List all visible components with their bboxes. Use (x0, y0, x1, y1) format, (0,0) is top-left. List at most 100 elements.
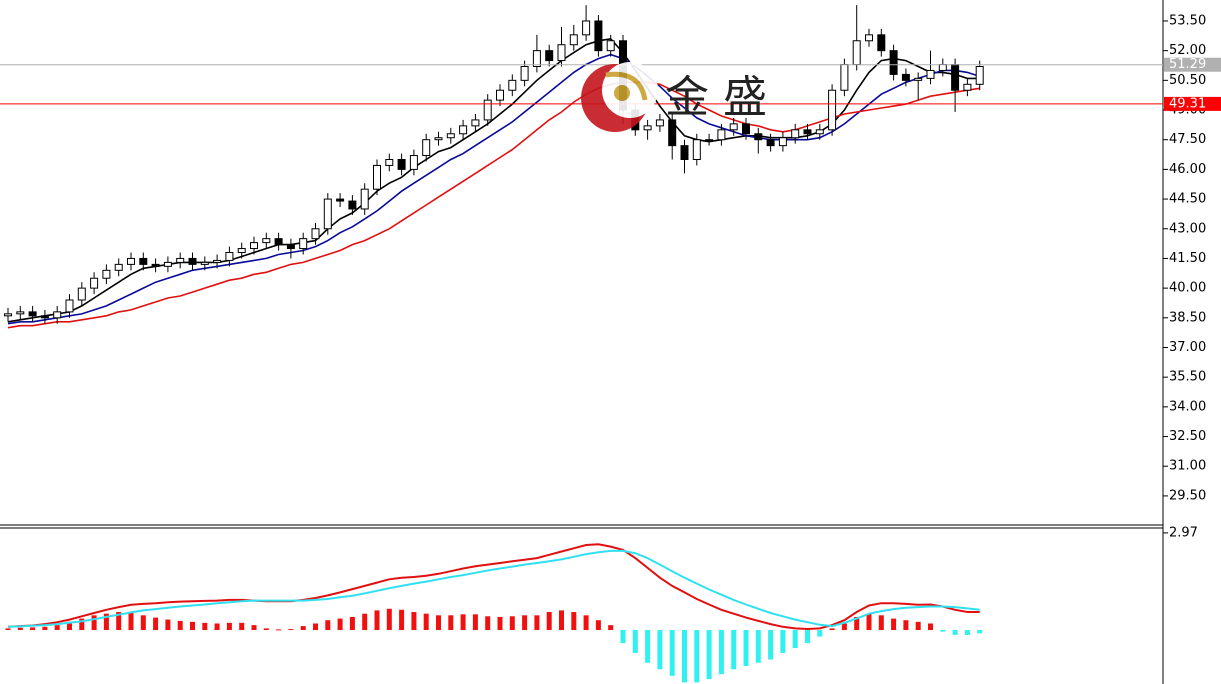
macd-bar (694, 630, 700, 683)
candle-body (729, 123, 738, 131)
macd-bar (768, 630, 774, 660)
macd-bar (128, 612, 134, 631)
candle-body (668, 119, 677, 147)
candle-body (274, 238, 283, 246)
y-tick-label: 40.00 (1169, 281, 1206, 296)
macd-bar (829, 628, 835, 631)
macd-bar (903, 620, 909, 631)
macd-bar (251, 625, 257, 631)
candle-body (963, 83, 972, 91)
macd-bar (595, 620, 601, 631)
y-tick-label: 44.50 (1169, 192, 1206, 207)
candle-body (397, 158, 406, 170)
candle-body (200, 261, 209, 265)
candle-body (299, 238, 308, 250)
candle-body (114, 263, 123, 271)
macd-bar (288, 629, 294, 631)
y-tick-label: 53.50 (1169, 13, 1206, 28)
macd-bar (964, 630, 970, 635)
candle-body (705, 139, 714, 142)
macd-bar (718, 630, 724, 675)
candle-body (385, 158, 394, 166)
candle-body (446, 133, 455, 139)
macd-bar (780, 630, 786, 653)
macd-bar (891, 618, 897, 631)
macd-bar (546, 612, 552, 631)
candle-body (163, 261, 172, 267)
macd-bar (54, 625, 60, 631)
macd-bar (792, 630, 798, 649)
candle-body (459, 125, 468, 135)
candle-body (778, 137, 787, 147)
macd-bar (559, 610, 564, 631)
macd-bar (116, 612, 122, 631)
line (7, 53, 980, 325)
macd-bar (153, 617, 159, 631)
candle-body (348, 200, 357, 210)
macd-bar (226, 622, 232, 631)
candle-body (323, 198, 332, 230)
candle-body (311, 228, 320, 240)
candle-body (40, 315, 49, 319)
macd-bar (977, 630, 983, 634)
candle-body (225, 252, 234, 261)
macd-bar (436, 615, 441, 631)
macd-bar (706, 630, 712, 680)
candle-body (336, 198, 345, 202)
price-label-box (1164, 57, 1221, 72)
candle-body (262, 238, 271, 244)
candle-body (409, 155, 418, 170)
macd-bar (608, 625, 614, 631)
candle-body (692, 139, 701, 160)
macd-bar (878, 615, 884, 631)
macd-bar (657, 630, 663, 670)
macd-bar (522, 615, 528, 631)
candle-body (483, 99, 492, 121)
candle-body (717, 129, 726, 141)
macd-bar (497, 616, 503, 631)
candle-body (471, 119, 480, 127)
candle-body (360, 188, 369, 210)
candle-body (865, 34, 873, 42)
candle-body (840, 64, 849, 91)
candle-body (213, 259, 222, 263)
candle-body (557, 44, 566, 62)
logo-dot (614, 85, 630, 101)
candle-body (496, 89, 504, 101)
macd-bar (571, 612, 577, 631)
candle-body (606, 40, 615, 52)
y-tick-label: 46.00 (1169, 162, 1206, 177)
macd-bar (620, 630, 626, 644)
y-tick-label: 50.50 (1169, 73, 1206, 88)
macd-bar (731, 630, 737, 670)
line (7, 543, 980, 631)
macd-bar (17, 627, 23, 631)
candle-body (680, 145, 689, 160)
macd-bar (669, 630, 675, 676)
macd-bar (337, 618, 343, 631)
candle-body (151, 263, 160, 267)
macd-bar (854, 616, 860, 631)
candle-body (28, 311, 37, 317)
macd-bar (30, 627, 36, 631)
macd-bar (940, 630, 946, 632)
y-tick-label: 41.50 (1169, 251, 1206, 266)
y-tick-label: 52.00 (1169, 43, 1206, 58)
candle-body (877, 34, 886, 52)
price-label-box (1164, 96, 1221, 111)
y-tick-label: 43.00 (1169, 221, 1206, 236)
macd-bar (67, 621, 72, 631)
y-tick-label: 34.00 (1169, 399, 1206, 414)
macd-bar (313, 623, 318, 631)
candle-body (951, 64, 960, 91)
candle-body (188, 257, 197, 265)
macd-bar (202, 622, 208, 631)
candle-body (434, 137, 443, 141)
macd-bar (374, 610, 380, 631)
candle-body (373, 164, 381, 190)
candle-body (532, 50, 541, 67)
macd-bar (743, 630, 749, 667)
macd-bar (399, 609, 405, 631)
macd-bar (805, 630, 810, 644)
